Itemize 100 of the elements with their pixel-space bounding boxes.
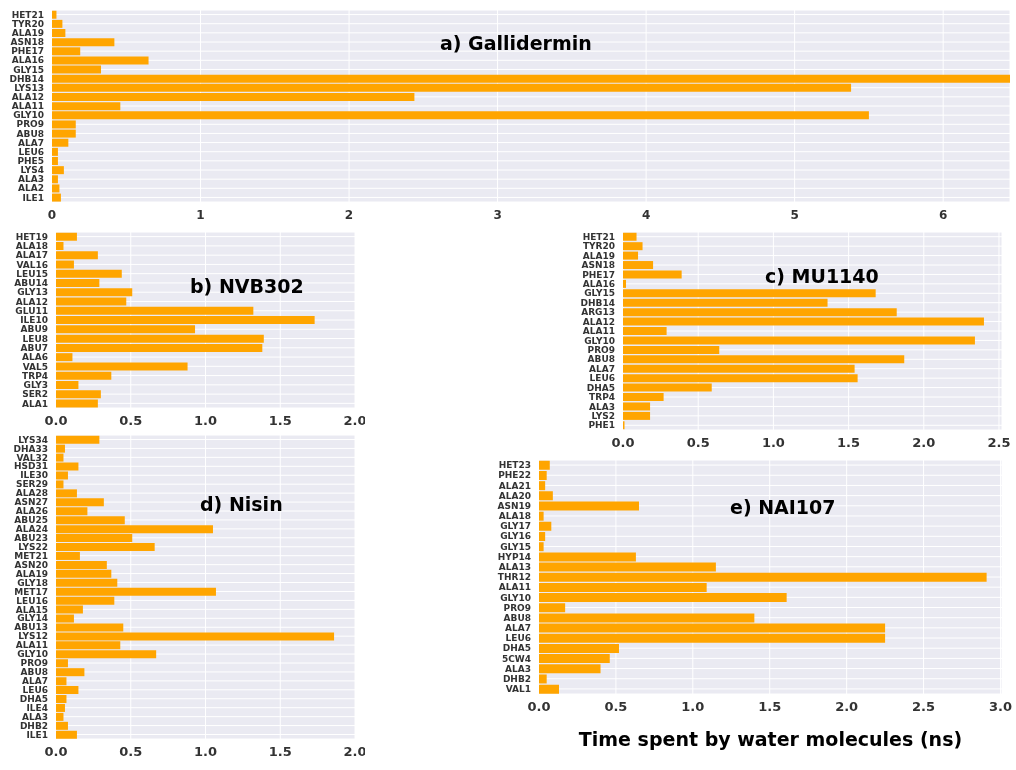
y-tick-label: ABU13	[14, 622, 48, 633]
y-tick-label: ARG13	[581, 307, 615, 318]
y-tick-label: ILE30	[20, 470, 48, 481]
y-tick-label: GLY10	[17, 649, 48, 660]
y-tick-label: ABU8	[503, 612, 531, 623]
y-tick-label: MET21	[14, 550, 48, 561]
y-tick-label: LYS13	[14, 82, 44, 93]
x-tick-label: 0.5	[119, 413, 143, 429]
y-tick-label: ABU9	[20, 324, 48, 335]
x-tick-label: 0.0	[527, 699, 551, 715]
y-tick-label: HSD31	[13, 461, 48, 472]
x-tick-label: 1.0	[681, 699, 705, 715]
y-tick-label: DHA5	[586, 382, 615, 393]
y-tick-label: LEU6	[22, 685, 48, 696]
y-tick-label: ALA11	[11, 101, 44, 112]
y-tick-label: ABU8	[16, 128, 44, 139]
x-tick-label: 2.0	[912, 435, 936, 451]
y-tick-label: GLY15	[584, 288, 615, 299]
y-tick-label: ABU23	[14, 533, 48, 544]
y-tick-label: LYS22	[18, 541, 48, 552]
y-tick-label: ASN19	[497, 500, 531, 511]
y-tick-label: ALA19	[11, 28, 44, 39]
y-tick-label: ASN18	[10, 37, 44, 48]
x-tick-label: 1.5	[758, 699, 782, 715]
y-tick-label: ALA12	[11, 92, 44, 103]
y-tick-label: ALA16	[582, 279, 615, 290]
y-tick-label: PRO9	[503, 602, 531, 613]
y-tick-label: ALA24	[15, 524, 48, 535]
y-tick-label: VAL5	[22, 361, 48, 372]
y-tick-label: LYS12	[18, 631, 48, 642]
y-tick-label: DHB2	[502, 673, 531, 684]
y-tick-label: ABU14	[14, 278, 48, 289]
y-tick-label: ALA3	[18, 174, 44, 185]
y-tick-label: ALA21	[498, 480, 531, 491]
y-tick-label: ILE1	[26, 729, 48, 740]
y-tick-label: LYS4	[20, 165, 44, 176]
text: e) NAI107	[730, 496, 836, 518]
y-tick-label: VAL32	[16, 452, 48, 463]
y-tick-label: PRO9	[587, 345, 615, 356]
y-tick-label: ABU8	[20, 667, 48, 678]
y-tick-label: TRP4	[589, 392, 615, 403]
y-tick-label: PHE17	[582, 269, 615, 280]
x-tick-label: 4	[641, 207, 651, 222]
y-tick-label: LYS2	[591, 411, 615, 422]
x-axis-title: Time spent by water molecules (ns)	[577, 728, 964, 750]
y-tick-label: PHE17	[11, 46, 44, 57]
x-tick-label: 1.0	[193, 413, 218, 429]
y-tick-label: ALA19	[15, 568, 48, 579]
y-tick-label: DHA33	[13, 443, 48, 454]
y-tick-label: ALA13	[498, 562, 531, 573]
y-tick-label: LEU8	[22, 333, 48, 344]
x-tick-label: 0.0	[44, 413, 68, 429]
y-tick-label: VAL1	[505, 684, 531, 695]
bar	[539, 684, 559, 694]
y-tick-label: GLY10	[13, 110, 44, 121]
y-tick-label: LEU15	[16, 268, 48, 279]
y-tick-label: HET21	[11, 9, 44, 20]
y-tick-label: ASN27	[14, 497, 48, 508]
y-tick-label: DHA5	[19, 693, 48, 704]
y-tick-label: HET19	[15, 231, 48, 242]
y-tick-label: DHB2	[19, 720, 48, 731]
y-tick-label: ALA11	[15, 640, 48, 651]
y-tick-label: DHB14	[9, 73, 44, 84]
y-tick-label: GLY13	[17, 287, 48, 298]
y-tick-label: ALA19	[582, 250, 615, 261]
y-tick-label: ILE1	[22, 192, 44, 203]
y-tick-label: MET17	[14, 586, 48, 597]
y-tick-label: ALA7	[18, 137, 44, 148]
y-tick-label: SER29	[15, 479, 48, 490]
y-tick-label: ALA18	[15, 241, 48, 252]
x-tick-label: 3	[493, 207, 502, 222]
y-tick-label: TYR20	[582, 241, 615, 252]
y-tick-label: ALA20	[498, 490, 531, 501]
y-tick-label: ILE10	[20, 315, 48, 326]
y-tick-label: LEU16	[16, 595, 48, 606]
y-tick-label: ASN20	[14, 559, 48, 570]
x-tick-label: 6	[938, 207, 948, 222]
text: c) MU1140	[765, 265, 879, 287]
y-tick-label: ALA15	[15, 604, 48, 615]
y-tick-label: LEU6	[505, 633, 531, 644]
x-tick-label: 0.5	[119, 744, 143, 760]
y-tick-label: HET23	[498, 460, 531, 471]
y-tick-label: ABU8	[587, 354, 615, 365]
y-tick-label: VAL16	[16, 259, 48, 270]
x-tick-label: 1.5	[837, 435, 861, 451]
y-tick-label: ALA7	[505, 623, 531, 634]
y-tick-label: GLY17	[500, 521, 531, 532]
x-tick-label: 1.5	[268, 744, 292, 760]
y-tick-label: LEU6	[589, 373, 615, 384]
y-tick-label: ALA3	[22, 711, 48, 722]
y-tick-label: GLY15	[500, 541, 531, 552]
text: a) Gallidermin	[440, 32, 592, 54]
y-tick-label: PHE22	[498, 470, 531, 481]
y-tick-label: PRO9	[20, 658, 48, 669]
y-tick-label: SER2	[22, 389, 48, 400]
y-tick-label: LEU6	[18, 146, 44, 157]
y-tick-label: GLU11	[15, 305, 48, 316]
y-tick-label: LYS34	[18, 434, 48, 445]
y-tick-label: ASN18	[581, 260, 615, 271]
x-tick-label: 0.5	[686, 435, 710, 451]
